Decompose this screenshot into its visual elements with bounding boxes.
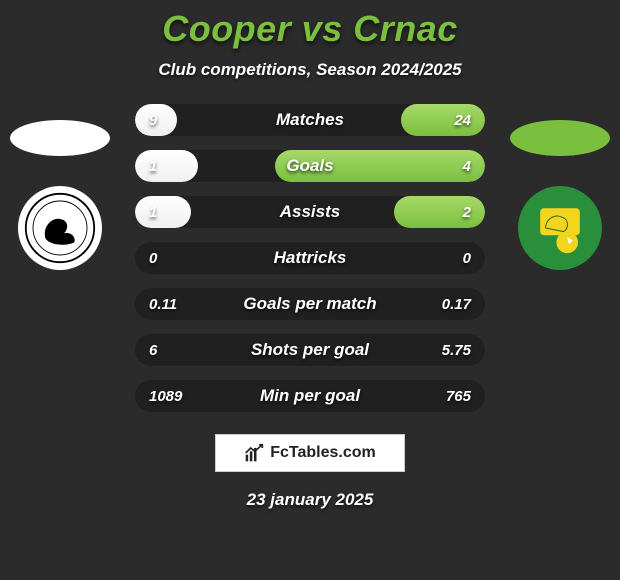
stat-row: 1089Min per goal765 [135,380,485,412]
team-right-column [510,120,610,270]
stat-value-right: 765 [446,380,471,412]
stat-value-right: 2 [463,196,471,228]
stat-row: 6Shots per goal5.75 [135,334,485,366]
stats-table: 9Matches24 1Goals4 1Assists2 0Hattricks0 0.1… [135,104,485,412]
brand-label: FcTables.com [270,444,376,462]
page-title: Cooper vs Crnac [0,0,620,50]
brand-badge[interactable]: FcTables.com [215,434,405,472]
stat-value-right: 0.17 [442,288,471,320]
stat-label: Assists [135,202,485,222]
stat-row: 0.11Goals per match0.17 [135,288,485,320]
stat-label: Min per goal [135,386,485,406]
page-subtitle: Club competitions, Season 2024/2025 [0,60,620,80]
team-left-crest [18,186,102,270]
team-right-ellipse [510,120,610,156]
stat-value-right: 0 [463,242,471,274]
canary-icon [524,192,596,264]
team-right-crest [518,186,602,270]
stat-label: Goals per match [135,294,485,314]
stat-row: 0Hattricks0 [135,242,485,274]
team-left-ellipse [10,120,110,156]
stat-label: Hattricks [135,248,485,268]
stat-row: 1Goals4 [135,150,485,182]
swan-icon [24,192,96,264]
footer-date: 23 january 2025 [0,490,620,510]
stat-label: Shots per goal [135,340,485,360]
chart-up-icon [244,443,264,463]
stat-value-right: 24 [454,104,471,136]
stat-label: Matches [135,110,485,130]
comparison-card: Cooper vs Crnac Club competitions, Seaso… [0,0,620,580]
stat-value-right: 4 [463,150,471,182]
stat-row: 1Assists2 [135,196,485,228]
stat-value-right: 5.75 [442,334,471,366]
stat-row: 9Matches24 [135,104,485,136]
stat-label: Goals [135,156,485,176]
team-left-column [10,120,110,270]
